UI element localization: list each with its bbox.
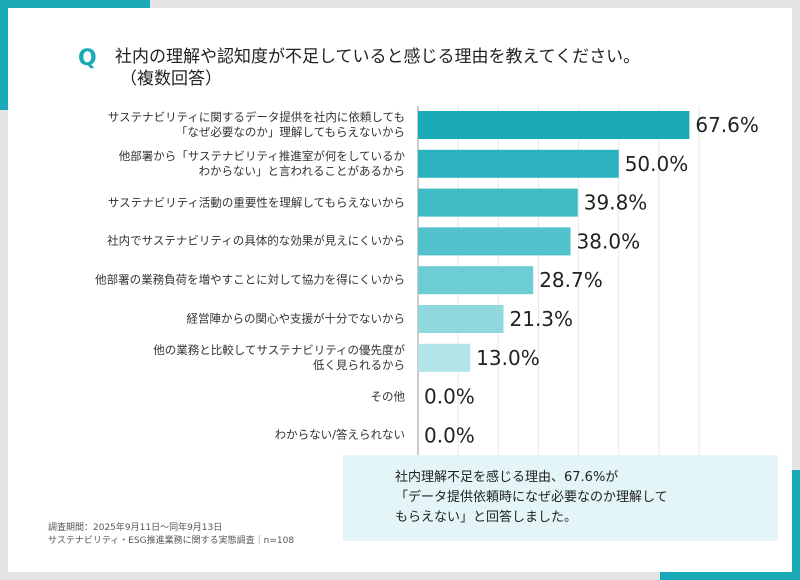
bar xyxy=(418,149,619,178)
category-label: 他部署から「サステナビリティ推進室が何をしているか わからない」と言われることが… xyxy=(118,148,405,178)
note: サステナビリティ・ESG推進業務に関する実態調査｜n=108 xyxy=(48,536,295,546)
bar xyxy=(418,227,571,256)
bar xyxy=(418,305,504,333)
category-label: 他の業務と比較してサステナビリティの優先度が 低く見られるから xyxy=(153,342,405,372)
category-label: わからない/答えられない xyxy=(274,427,405,442)
value-label: 13.0% xyxy=(476,346,540,370)
value-label: 0.0% xyxy=(424,423,475,447)
category-label: 社内でサステナビリティの具体的な効果が見えにくいから xyxy=(107,233,405,248)
category-label: サステナビリティに関するデータ提供を社内に依頼しても 「なぜ必要なのか」理解して… xyxy=(107,110,405,139)
value-label: 50.0% xyxy=(625,152,689,176)
category-label: その他 xyxy=(370,389,406,404)
value-label: 39.8% xyxy=(584,191,648,215)
bar xyxy=(418,343,471,372)
bar xyxy=(418,111,690,139)
value-label: 21.3% xyxy=(510,307,574,331)
chart-title: 社内の理解や認知度が不足していると感じる理由を教えてください。 xyxy=(115,47,641,67)
bar xyxy=(418,188,578,217)
question-mark: Q xyxy=(78,46,97,71)
category-label: 経営陣からの関心や支援が十分でないから xyxy=(186,311,406,326)
value-label: 28.7% xyxy=(539,268,603,292)
chart-subtitle: （複数回答） xyxy=(120,69,222,89)
category-label: 他部署の業務負荷を増やすことに対して協力を得にくいから xyxy=(95,272,405,287)
value-label: 38.0% xyxy=(577,229,641,253)
bar xyxy=(418,266,534,295)
category-label: サステナビリティ活動の重要性を理解してもらえないから xyxy=(107,195,405,210)
callout-box xyxy=(343,455,778,541)
value-label: 67.6% xyxy=(695,113,759,137)
value-label: 0.0% xyxy=(424,385,475,409)
callout-text: 社内理解不足を感じる理由、67.6%が 「データ提供依頼時になぜ必要なのか理解し… xyxy=(395,470,668,525)
note: 調査期間：2025年9月11日〜同年9月13日 xyxy=(48,523,223,533)
